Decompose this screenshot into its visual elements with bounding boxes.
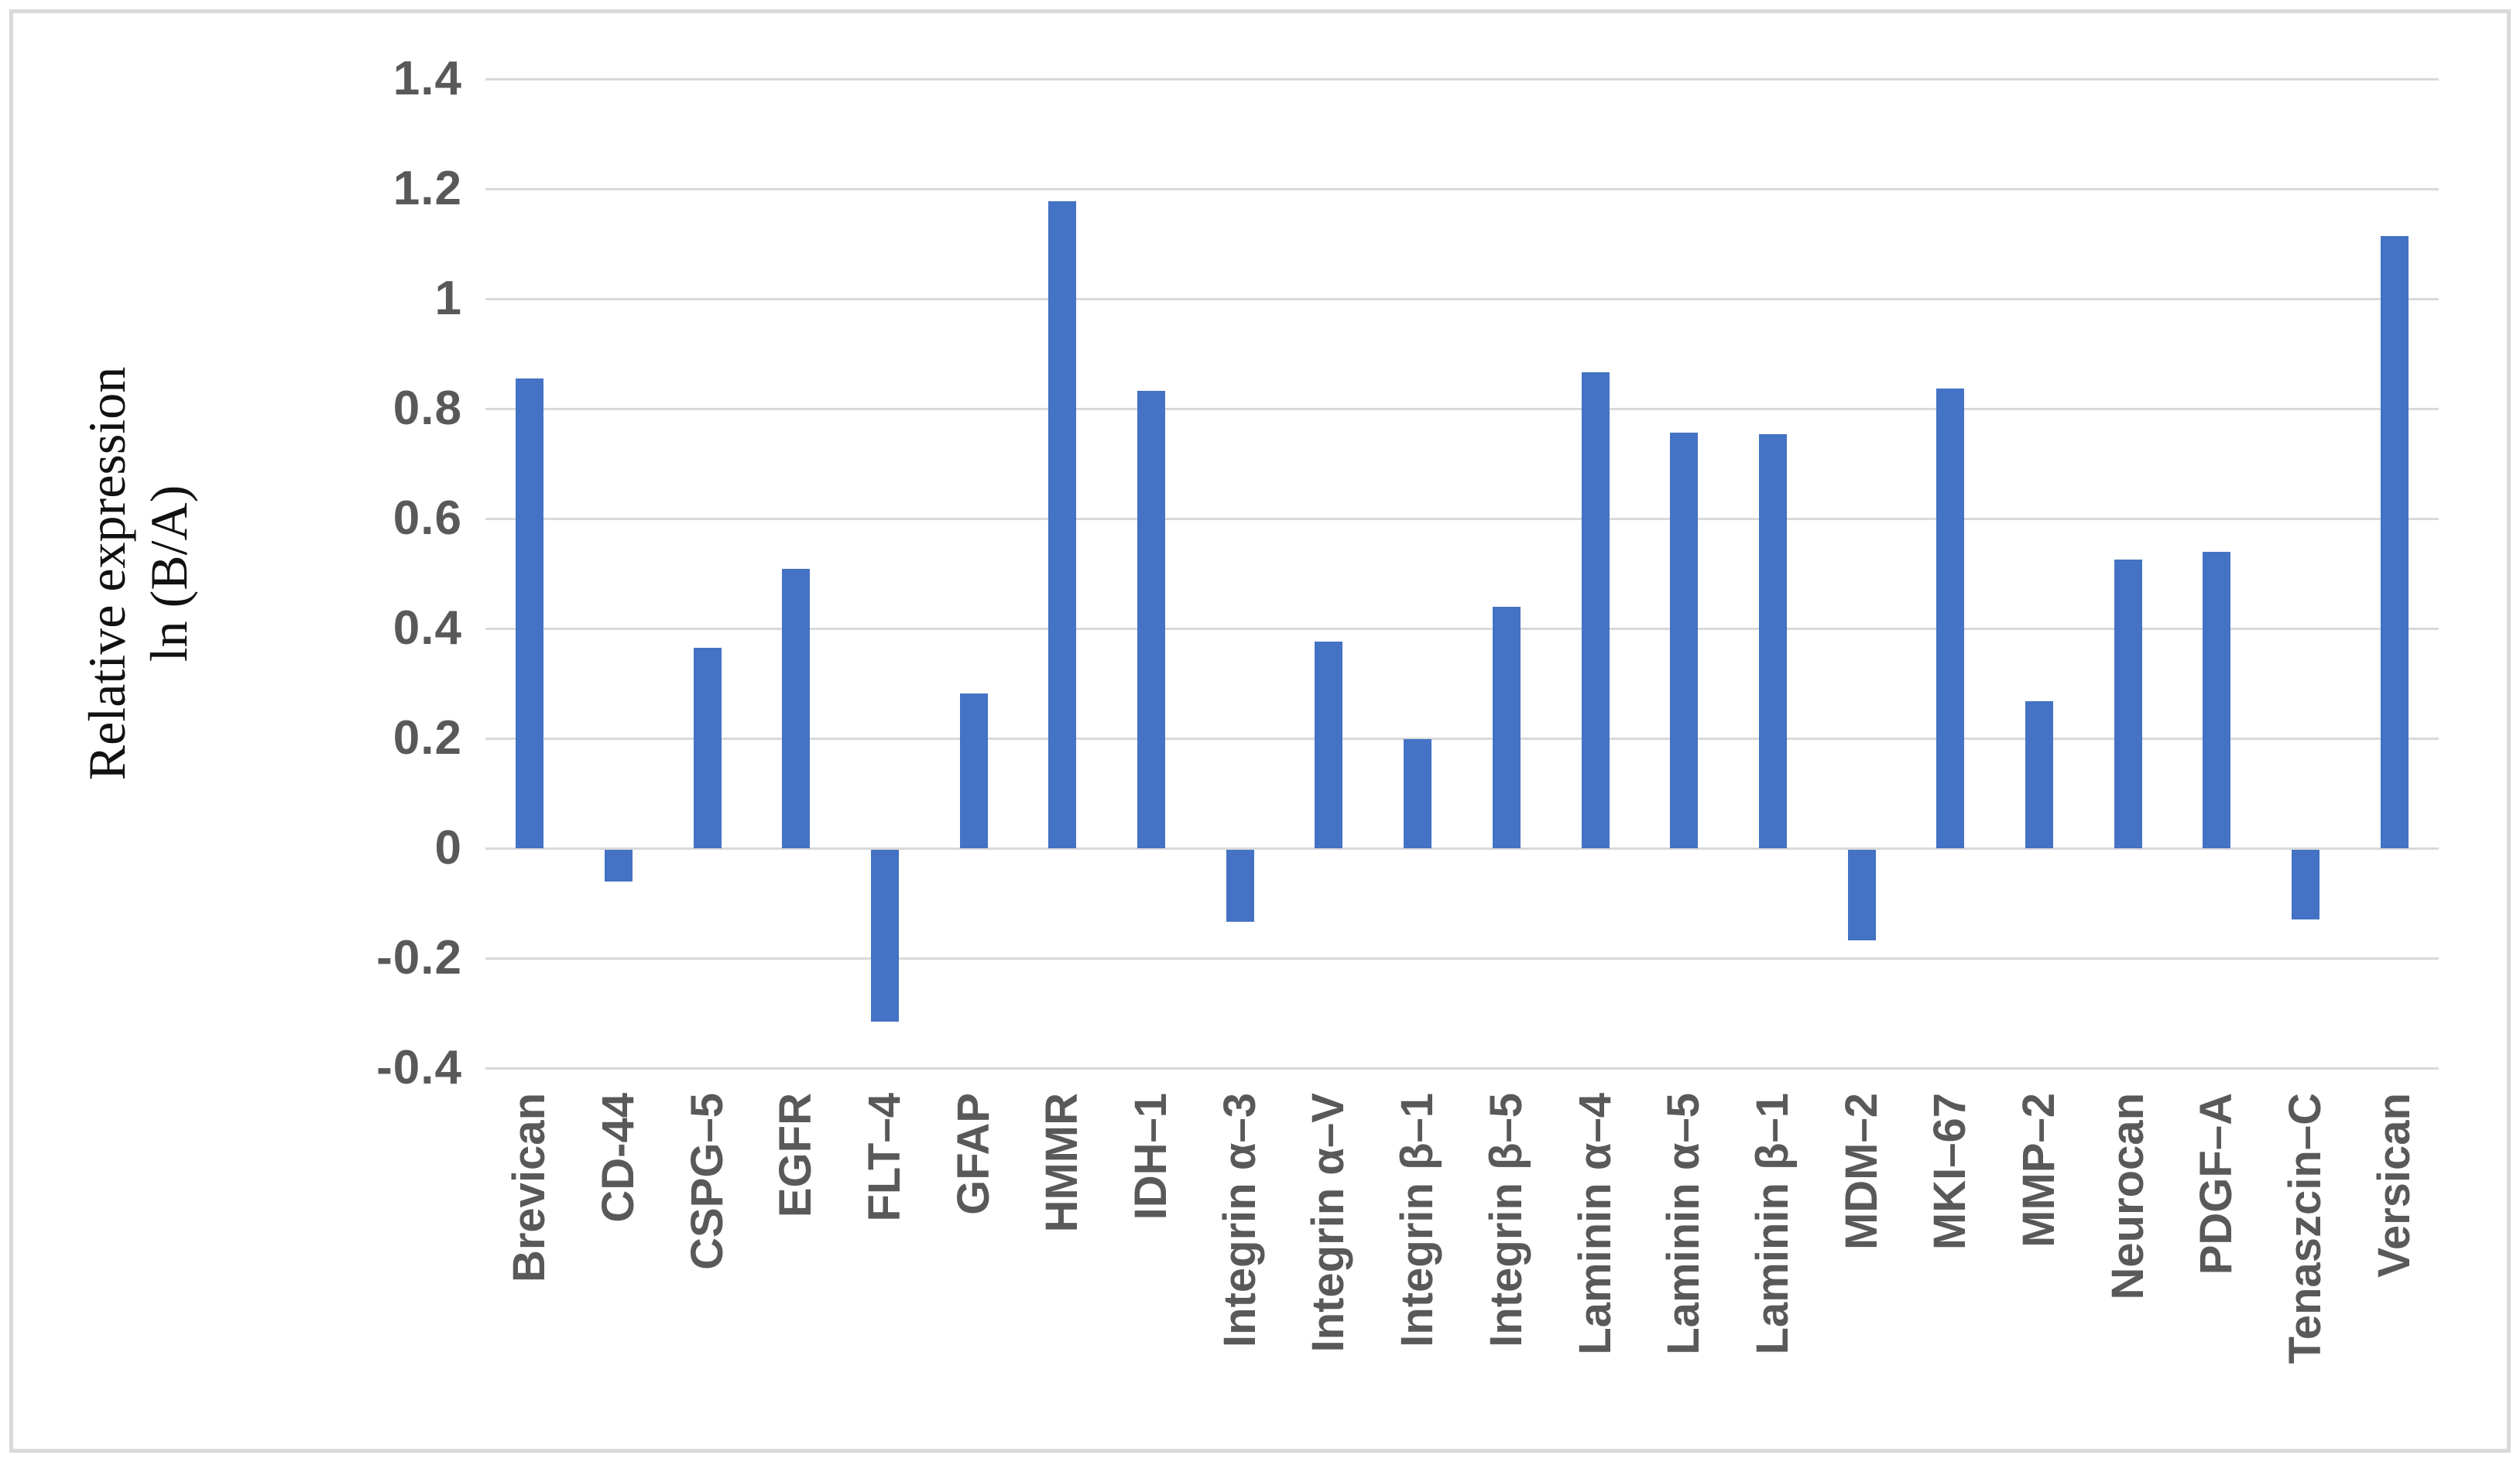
x-axis-label: CSPG–5	[681, 1093, 732, 1270]
gridline	[485, 847, 2439, 850]
bar-Integrin α–3	[1226, 849, 1254, 922]
x-axis-label: CD-44	[593, 1093, 644, 1223]
y-axis-title-line2: ln (B/A)	[139, 484, 198, 663]
x-axis-label: Brevican	[504, 1093, 555, 1283]
x-axis-label: Integrin β–1	[1392, 1093, 1443, 1347]
x-axis-label: GFAP	[948, 1093, 999, 1215]
bar-HMMR	[1048, 200, 1077, 848]
x-axis-label: Versican	[2368, 1093, 2419, 1278]
gridline	[485, 737, 2439, 740]
x-axis-label: Integrin α–3	[1214, 1093, 1265, 1347]
x-axis-label: EGFR	[770, 1093, 821, 1218]
y-tick-label: 0.2	[393, 711, 462, 765]
x-axis-label: IDH–1	[1126, 1093, 1177, 1221]
gridline	[485, 187, 2439, 190]
y-tick-label: -0.2	[376, 931, 462, 984]
y-tick-label: 1	[434, 272, 462, 325]
y-tick-label: 1.4	[393, 52, 462, 105]
bar-Integrin β–5	[1492, 606, 1521, 848]
bar-EGFR	[782, 569, 811, 848]
bar-Integrin α–V	[1315, 642, 1343, 848]
y-axis-title-line1: Relative expression	[77, 366, 136, 781]
bar-CSPG–5	[693, 647, 722, 848]
x-axis-label: Tenaszcin–C	[2279, 1093, 2330, 1364]
x-axis-label: MKI–67	[1925, 1093, 1976, 1251]
x-axis-label: Neurocan	[2102, 1093, 2153, 1300]
bar-Laminin β–1	[1758, 433, 1787, 848]
x-axis-label: MMP–2	[2013, 1093, 2064, 1248]
x-axis-label: Integrin β–5	[1480, 1093, 1531, 1347]
gridline	[485, 517, 2439, 520]
x-axis-label: FLT–4	[859, 1093, 910, 1222]
bar-Tenaszcin–C	[2291, 849, 2319, 919]
y-tick-label: -0.4	[376, 1041, 462, 1094]
bar-Laminin α–4	[1581, 372, 1610, 848]
x-axis-label: HMMR	[1037, 1093, 1088, 1233]
x-axis-label: Laminin β–1	[1747, 1093, 1798, 1355]
bar-IDH–1	[1137, 390, 1166, 848]
gridline	[485, 957, 2439, 960]
bar-CD-44	[605, 849, 633, 882]
bar-PDGF–A	[2203, 551, 2231, 848]
y-axis-title: Relative expression ln (B/A)	[76, 70, 200, 1077]
gridline	[485, 407, 2439, 410]
bar-Brevican	[516, 378, 544, 848]
bar-Laminin α–5	[1670, 432, 1699, 848]
bar-MMP–2	[2025, 700, 2053, 848]
gridline	[485, 1067, 2439, 1070]
bar-MKI–67	[1936, 389, 1965, 848]
gridline	[485, 627, 2439, 630]
chart-border	[9, 9, 2511, 1453]
y-tick-label: 0.4	[393, 601, 462, 655]
bar-FLT–4	[871, 849, 900, 1022]
y-tick-label: 1.2	[393, 162, 462, 215]
bar-MDM–2	[1847, 849, 1876, 941]
y-tick-label: 0.6	[393, 491, 462, 545]
x-axis-label: MDM–2	[1836, 1093, 1887, 1251]
gridline	[485, 77, 2439, 80]
x-axis-label: Laminin α–4	[1569, 1093, 1620, 1355]
bar-Neurocan	[2114, 560, 2142, 848]
bar-Integrin β–1	[1404, 739, 1432, 848]
x-axis-label: Laminin α–5	[1658, 1093, 1709, 1355]
gridline	[485, 297, 2439, 300]
bar-Versican	[2380, 236, 2409, 848]
y-tick-label: 0	[434, 821, 462, 875]
x-axis-label: Integrin α–V	[1303, 1093, 1354, 1353]
bar-GFAP	[959, 693, 988, 848]
y-tick-label: 0.8	[393, 382, 462, 435]
x-axis-label: PDGF–A	[2191, 1093, 2242, 1275]
